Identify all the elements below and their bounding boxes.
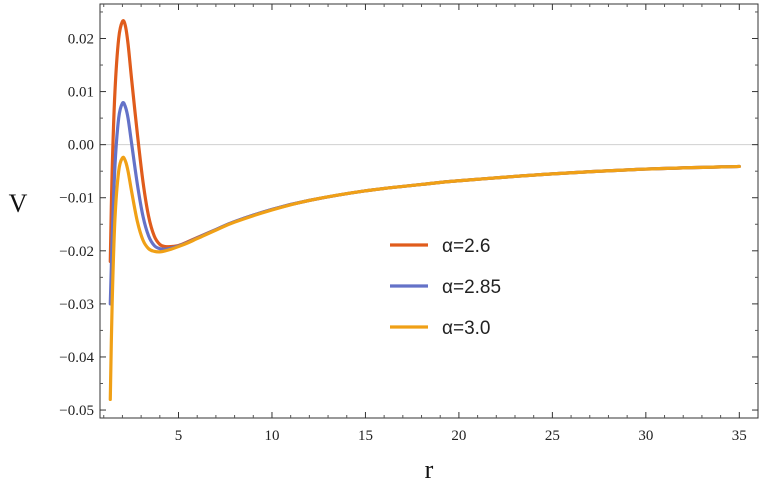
legend-item: α=2.6	[390, 236, 491, 257]
series-line-1	[108, 19, 741, 264]
y-axis-title: V	[9, 189, 28, 218]
y-tick-label: −0.01	[59, 191, 94, 207]
legend: α=2.6 α=2.85 α=3.0	[390, 236, 501, 339]
legend-label: α=2.85	[442, 277, 501, 298]
legend-label: α=2.6	[442, 236, 491, 257]
x-tick-label: 20	[451, 428, 466, 444]
x-tick-label: 10	[264, 428, 279, 444]
y-tick-label: −0.05	[59, 403, 94, 419]
x-tick-label: 15	[358, 428, 373, 444]
x-tick-label: 35	[732, 428, 747, 444]
legend-item: α=2.85	[390, 277, 501, 298]
legend-item: α=3.0	[390, 318, 491, 339]
y-tick-label: 0.02	[68, 32, 94, 48]
y-tick-label: 0.01	[68, 85, 94, 101]
legend-label: α=3.0	[442, 318, 491, 339]
y-tick-label: −0.04	[59, 350, 94, 366]
y-tick-label: −0.02	[59, 244, 94, 260]
y-tick-label: −0.03	[59, 297, 94, 313]
series-line-2	[108, 100, 741, 306]
x-axis-title: r	[425, 455, 434, 484]
plot-frame	[99, 3, 759, 419]
x-tick-label: 30	[638, 428, 653, 444]
y-tick-label: 0.00	[68, 138, 94, 154]
ticks-layer: 5 10 15 20 25 30 35 0.02 0.01 0.00 −0.01 −0.02 −0.03…	[59, 4, 758, 444]
x-tick-label: 25	[545, 428, 560, 444]
series-line-3	[108, 155, 741, 402]
series-layer	[108, 19, 741, 402]
x-tick-label: 5	[175, 428, 183, 444]
